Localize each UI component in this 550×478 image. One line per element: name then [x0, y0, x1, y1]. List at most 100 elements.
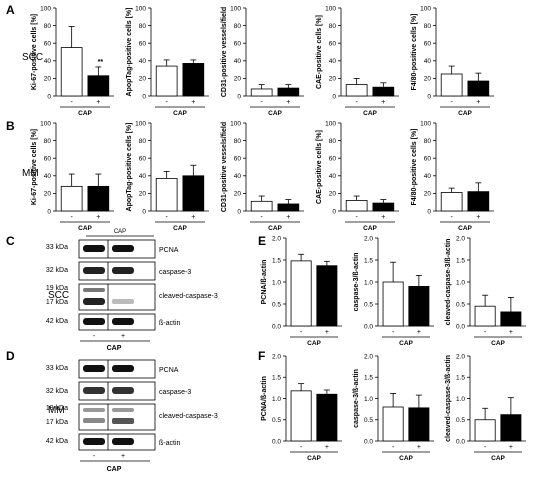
chart-a-4-y-tick-label: 60 — [329, 41, 337, 48]
blot-d-lane-plus: + — [121, 453, 125, 460]
panel-letter-c: C — [6, 234, 15, 248]
panel-letter-d: D — [6, 349, 15, 363]
chart-e-2-y-tick-label: 1.0 — [364, 279, 373, 286]
chart-a-5-y-tick-label: 60 — [424, 41, 432, 48]
chart-f-1-group-label: CAP — [307, 455, 321, 462]
chart-b-4-group-label: CAP — [363, 225, 377, 232]
chart-a-5-y-tick-label: 80 — [424, 23, 432, 30]
blot-d-cleaved-box — [78, 403, 156, 431]
chart-b-1-y-tick-label: 20 — [44, 191, 52, 198]
chart-a-3-bar-minus — [250, 88, 273, 97]
chart-f-2-y-tick-label: 0.5 — [364, 417, 373, 424]
chart-f-1-y-tick-label: 0.5 — [272, 417, 281, 424]
chart-b-3-y-label: CD31-positive vessels/field — [221, 122, 228, 212]
chart-b-3-y-tick-label: 60 — [234, 156, 242, 163]
blot-c-kda-1: 33 kDa — [46, 244, 68, 251]
chart-b-4-y-label: CAE-positive cells [%] — [316, 130, 323, 204]
chart-b-3-bar-minus — [250, 200, 273, 212]
chart-e-3-bar-minus — [474, 305, 496, 327]
blot-d-kda-3: 19 kDa — [46, 405, 68, 412]
chart-b-1-x-tick-label: + — [96, 214, 100, 221]
chart-a-5-x-tick-label: + — [476, 99, 480, 106]
blot-d-cleaved-band-minus-17 — [83, 418, 105, 423]
blot-d-cleaved-band-minus-19 — [83, 408, 105, 412]
chart-f-3-group-label: CAP — [491, 455, 505, 462]
chart-b-2-x-tick-label: - — [165, 214, 168, 221]
blot-d-band-label-1: PCNA — [159, 367, 179, 374]
chart-a-2-y-tick-label: 40 — [139, 58, 147, 65]
blot-c-kda-3: 19 kDa — [46, 285, 68, 292]
chart-f-2-group-label: CAP — [399, 455, 413, 462]
chart-e-1: 0.0 0.5 1.0 1.5 2.0 PCNA/ß-actin - + CAP — [261, 235, 342, 347]
blot-d-kda-2: 32 kDa — [46, 388, 68, 395]
chart-a-2-y-tick-label: 80 — [139, 23, 147, 30]
chart-b-1-y-tick-label: 0 — [47, 208, 51, 215]
blot-d-actin-band-plus — [112, 438, 134, 445]
chart-a-1-x-tick-label: + — [96, 99, 100, 106]
blot-c-band-label-2: caspase-3 — [159, 269, 191, 276]
chart-b-3-x-tick-label: + — [286, 214, 290, 221]
blot-d-lane-minus: - — [93, 453, 96, 460]
chart-a-2-y-tick-label: 20 — [139, 76, 147, 83]
chart-b-2-x-tick-label: + — [191, 214, 195, 221]
chart-b-3-y-tick-label: 0 — [237, 208, 241, 215]
blot-c-actin-band-minus — [83, 318, 105, 325]
chart-b-2-y-tick-label: 60 — [139, 156, 147, 163]
chart-f-1-y-tick-label: 0.0 — [272, 438, 281, 445]
blot-d-kda-1: 33 kDa — [46, 365, 68, 372]
chart-a-2-y-tick-label: 100 — [135, 5, 146, 12]
chart-e-2-bar-minus — [382, 281, 404, 327]
blot-d-kda-4: 17 kDa — [46, 419, 68, 426]
chart-b-5-y-tick-label: 20 — [424, 191, 432, 198]
chart-f-2-y-tick-label: 2.0 — [364, 353, 373, 360]
chart-e-1-bar-minus — [290, 260, 312, 327]
blot-d-pcna-band-plus — [112, 365, 134, 372]
chart-f-2-x-tick-label: - — [392, 444, 395, 451]
chart-f-3-bar-plus — [500, 414, 522, 442]
chart-a-5-x-tick-label: - — [450, 99, 453, 106]
row-label-a: SCC — [22, 52, 43, 63]
chart-b-5-group-label: CAP — [458, 225, 472, 232]
blot-c-lane-minus: - — [93, 333, 96, 340]
chart-b-5-y-tick-label: 100 — [420, 120, 431, 127]
chart-b-2-bar-minus — [155, 178, 178, 212]
blot-d-group-label: CAP — [107, 466, 122, 473]
chart-a-4-y-label: CAE-positive cells [%] — [316, 15, 323, 89]
blot-d-actin-band-minus — [83, 438, 105, 445]
chart-b-5-x-tick-label: - — [450, 214, 453, 221]
chart-a-1-bar-plus — [87, 75, 110, 97]
chart-a-3-y-tick-label: 80 — [234, 23, 242, 30]
chart-a-4-y-tick-label: 20 — [329, 76, 337, 83]
blot-c-band-label-4: ß-actin — [159, 320, 181, 327]
chart-e-2: 0.0 0.5 1.0 1.5 2.0 caspase-3/ß-actin - + CAP — [353, 235, 434, 347]
chart-e-1-y-tick-label: 2.0 — [272, 235, 281, 242]
chart-a-4-y-tick-label: 100 — [325, 5, 336, 12]
chart-b-1-bar-minus — [60, 185, 83, 212]
chart-a-1-y-tick-label: 20 — [44, 76, 52, 83]
chart-a-2-x-tick-label: + — [191, 99, 195, 106]
chart-f-1-y-tick-label: 1.5 — [272, 375, 281, 382]
chart-a-1-y-tick-label: 40 — [44, 58, 52, 65]
chart-e-1-y-tick-label: 1.0 — [272, 279, 281, 286]
chart-b-2-y-label: ApopTag-positive cells [%] — [126, 123, 133, 212]
chart-a-4-x-tick-label: - — [355, 99, 358, 106]
chart-b-3-x-tick-label: - — [260, 214, 263, 221]
chart-f-2-bar-minus — [382, 406, 404, 442]
western-blot-c: CAP 33 kDa 32 kDa 19 kDa 17 kDa 42 kDa P… — [46, 229, 218, 352]
chart-f-2-x-tick-label: + — [417, 444, 421, 451]
western-blot-d: 33 kDa 32 kDa 19 kDa 17 kDa 42 kDa PCNA … — [46, 359, 218, 473]
chart-a-1-bar-minus — [60, 47, 83, 97]
chart-e-2-y-tick-label: 0.5 — [364, 301, 373, 308]
chart-b-5-bar-plus — [467, 191, 490, 212]
chart-e-1-y-tick-label: 0.5 — [272, 301, 281, 308]
chart-b-3-y-tick-label: 20 — [234, 191, 242, 198]
chart-b-1-y-tick-label: 60 — [44, 156, 52, 163]
chart-b-3-bar-plus — [277, 203, 300, 212]
chart-f-3-x-tick-label: - — [484, 444, 487, 451]
chart-a-2-bar-plus — [182, 63, 205, 97]
